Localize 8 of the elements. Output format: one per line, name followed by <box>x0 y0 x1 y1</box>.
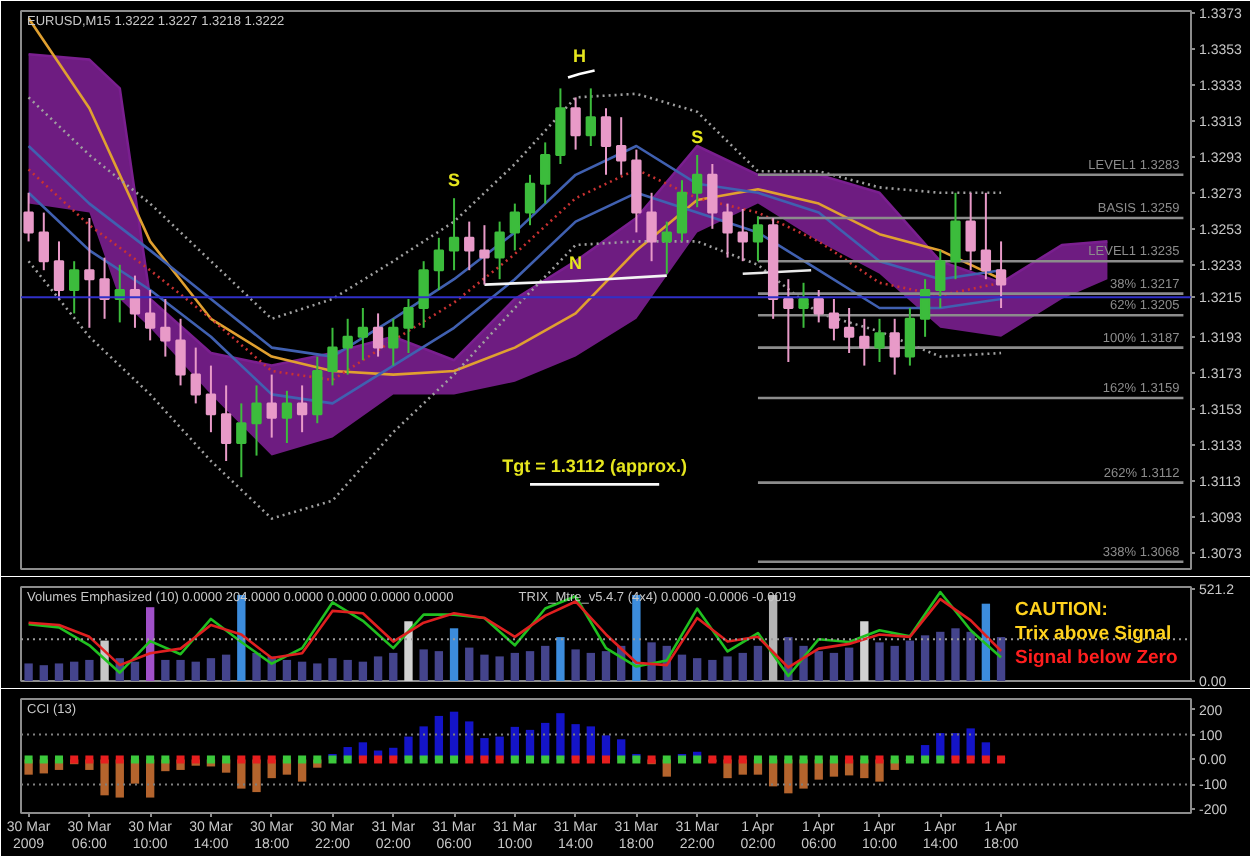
annotation: Trix above Signal <box>1015 623 1172 645</box>
annotation: Signal below Zero <box>1015 647 1178 669</box>
annotation: N <box>569 253 583 273</box>
annotation: Tgt = 1.3112 (approx.) <box>502 456 687 477</box>
annotation: S <box>448 170 461 191</box>
annotation: S <box>691 127 704 147</box>
annotation: H <box>572 46 586 66</box>
annotation: CAUTION: <box>1015 599 1108 621</box>
